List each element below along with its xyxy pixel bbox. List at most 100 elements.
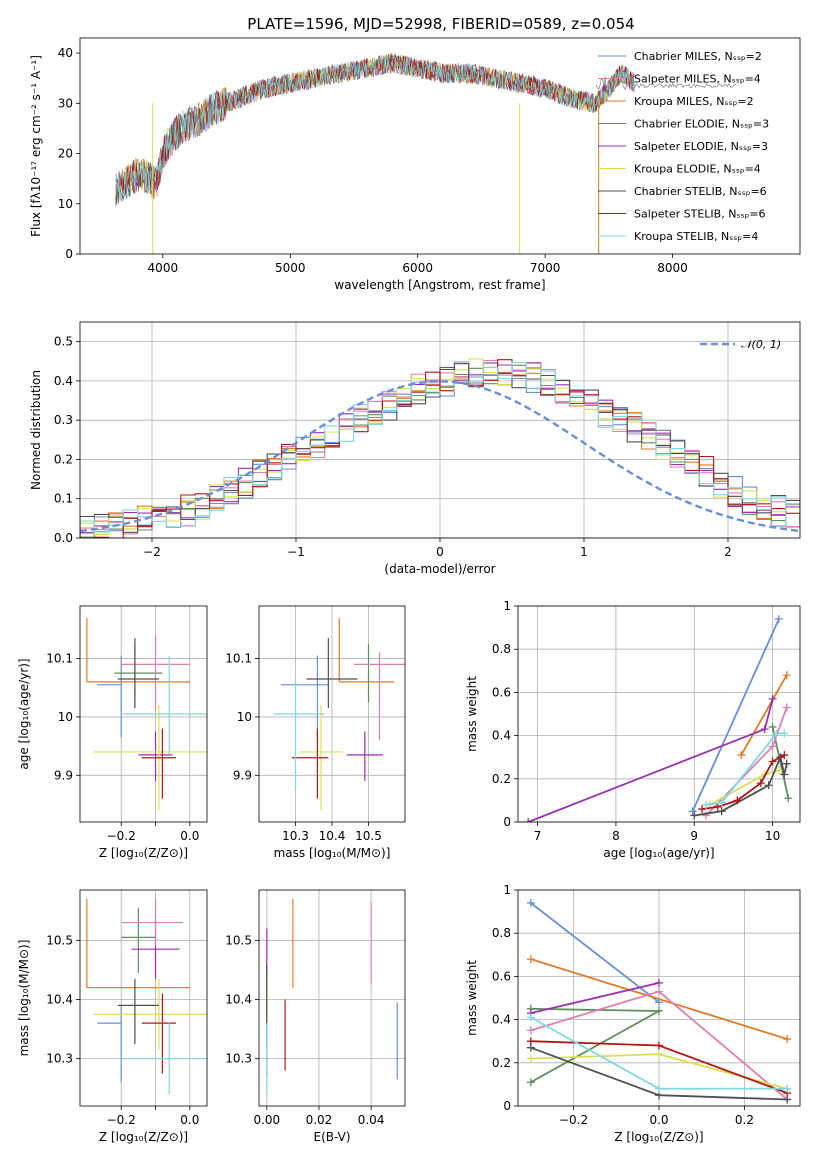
y-tick-label: 10 [237,710,252,724]
y-tick-label: 10.5 [225,933,252,947]
spectrum-line [115,53,635,206]
y-tick-label: 0.4 [492,729,511,743]
axes-frame-4 [517,605,801,823]
weight-line [691,618,780,812]
x-tick-label: 10.3 [282,829,309,843]
y-tick-label: 20 [58,147,73,161]
y-tick-label: 40 [58,46,73,60]
legend-entry: 𝒩(0, 1) [741,338,781,351]
y-axis-label: age [log₁₀(age/yr)] [17,658,31,769]
x-tick-label: −1 [287,545,305,559]
weight-marker [526,1054,535,1063]
legend-entry: Kroupa STELIB, Nₛₛₚ=4 [634,230,758,243]
y-tick-label: 10.5 [46,933,73,947]
legend-entry: Kroupa ELODIE, Nₛₛₚ=4 [634,163,761,176]
x-tick-label: 7 [534,829,542,843]
y-axis-label: Normed distribution [29,370,43,490]
weight-marker [780,770,789,779]
y-axis-label: mass [log₁₀(M/M⊙)] [17,940,31,1057]
y-tick-label: 0.2 [492,772,511,786]
x-tick-label: −0.2 [559,1113,588,1127]
y-tick-label: 0.3 [54,413,73,427]
weight-marker [655,1084,663,1093]
weight-marker [655,1050,663,1059]
panel-6: 0.00 0.02 0.04 10.3 10.4 10.5 E(B-V) [225,889,406,1144]
y-tick-label: 9.9 [54,768,73,782]
plot-area [86,898,207,1095]
y-tick-label: 0.2 [54,452,73,466]
y-tick-label: 0.4 [492,1013,511,1027]
y-tick-label: 0.2 [492,1056,511,1070]
weight-marker [526,1026,535,1035]
axes-frame-6 [258,889,406,1107]
x-tick-label: 2 [724,545,732,559]
x-tick-label: 0 [436,545,444,559]
weight-line [530,982,660,1014]
y-tick-label: 10.4 [46,992,73,1006]
plot-area [524,614,793,822]
panel-1: −2 −1 0 1 2 0.0 0.1 0.2 0.3 0.4 0.5 (data-model)/er… [29,321,801,576]
legend-entry: Chabrier MILES, Nₛₛₚ=2 [634,50,762,63]
x-axis-label: (data-model)/error [384,562,495,576]
y-tick-label: 10 [58,710,73,724]
weight-marker [782,671,791,680]
x-tick-label: 0.0 [180,829,199,843]
legend-entry: Chabrier STELIB, Nₛₛₚ=6 [634,185,767,198]
histogram-step [80,361,800,533]
panel-0: 4000 5000 6000 7000 8000 0 10 20 30 40 wavelength … [29,37,801,292]
weight-marker [756,779,765,788]
weight-marker [768,757,777,766]
x-axis-label: Z [log₁₀(Z/Z⊙)] [99,1130,188,1144]
y-tick-label: 0.1 [54,492,73,506]
spectrum-line [115,54,635,202]
weight-marker [780,751,789,760]
weight-marker [688,807,697,816]
y-tick-label: 0 [503,1099,511,1113]
x-axis-label: Z [log₁₀(Z/Z⊙)] [99,846,188,860]
y-tick-label: 10.1 [46,652,73,666]
x-axis-label: age [log₁₀(age/yr)] [603,846,714,860]
spectrum-model-tail [595,76,737,91]
legend-entry: Salpeter ELODIE, Nₛₛₚ=3 [634,140,768,153]
x-tick-label: 10.4 [319,829,346,843]
x-tick-label: 6000 [402,261,433,275]
weight-marker [690,811,699,820]
x-tick-label: 5000 [275,261,306,275]
panel-2: −0.2 0.0 9.9 10 10.1 Z [log₁₀(Z/Z⊙)] age [log₁… [17,605,208,860]
weight-marker [717,798,726,807]
y-tick-label: 0 [503,815,511,829]
panel-3: 10.3 10.4 10.5 9.9 10 10.1 mass [log₁₀(M/M⊙)] [225,605,406,860]
y-axis-label: mass weight [465,960,479,1036]
plot-area [115,53,737,254]
gaussian-curve [80,380,800,533]
weight-marker [782,703,791,712]
y-tick-label: 0.8 [492,642,511,656]
weight-marker [733,796,742,805]
x-tick-label: 10 [765,829,780,843]
x-tick-label: −2 [143,545,161,559]
y-tick-label: 0.6 [492,969,511,983]
y-axis-label: mass weight [465,676,479,752]
y-tick-label: 10.1 [225,652,252,666]
y-tick-label: 9.9 [233,768,252,782]
legend-entry: Kroupa MILES, Nₛₛₚ=2 [634,95,754,108]
weight-marker [526,1037,535,1046]
weight-marker [526,898,535,907]
weight-line [740,674,788,756]
plot-area [86,617,207,811]
x-axis-label: wavelength [Angstrom, rest frame] [334,278,545,292]
y-axis-label: Flux [fλ10⁻¹⁷ erg cm⁻² s⁻¹ A⁻¹] [29,55,43,237]
x-tick-label: 8 [612,829,620,843]
y-tick-label: 0.4 [54,374,73,388]
axes-frame-7 [517,889,801,1107]
x-tick-label: 4000 [148,261,179,275]
weight-marker [655,1006,663,1015]
y-tick-label: 10.3 [225,1052,252,1066]
legend-entry: Chabrier ELODIE, Nₛₛₚ=3 [634,118,769,131]
x-tick-label: 0.0 [180,1113,199,1127]
axes-frame-3 [258,605,406,823]
x-tick-label: 0.00 [253,1113,280,1127]
weight-marker [783,1084,792,1093]
axes-frame-5 [79,889,208,1107]
weight-marker [784,794,793,803]
